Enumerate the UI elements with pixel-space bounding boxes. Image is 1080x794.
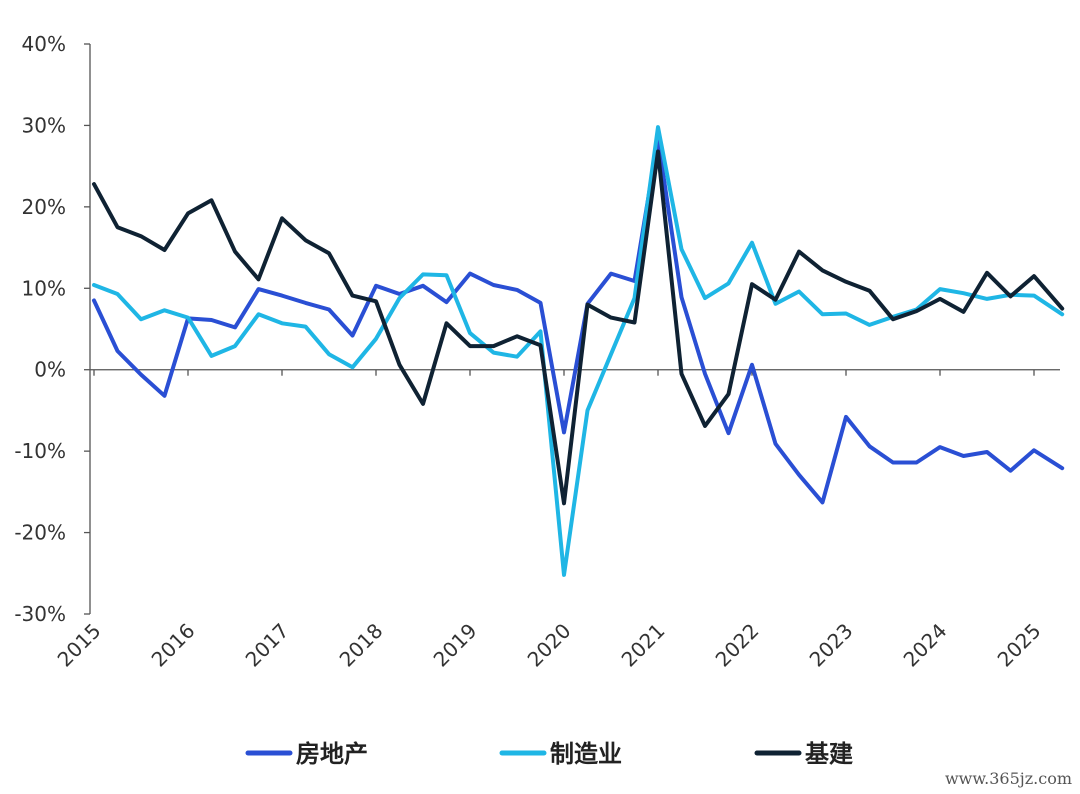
x-tick-label: 2018 bbox=[335, 619, 388, 672]
y-tick-label: 30% bbox=[22, 113, 66, 137]
x-axis: 2015 2016 2017 2018 2019 2020 2021 2022 2023 2024… bbox=[53, 369, 1060, 672]
x-tick-label: 2025 bbox=[993, 619, 1046, 672]
x-tick-label: 2021 bbox=[617, 619, 670, 672]
legend-label: 基建 bbox=[805, 740, 853, 768]
y-tick-label: 0% bbox=[34, 358, 66, 382]
x-tick-label: 2020 bbox=[523, 619, 576, 672]
watermark: www.365jz.com bbox=[944, 769, 1072, 788]
x-tick-label: 2016 bbox=[147, 619, 200, 672]
x-tick-label: 2017 bbox=[241, 619, 294, 672]
y-tick-label: -20% bbox=[14, 521, 66, 545]
x-tick-label: 2015 bbox=[53, 619, 106, 672]
series-layer bbox=[92, 125, 1065, 577]
series-line bbox=[92, 149, 1065, 506]
x-tick-label: 2024 bbox=[899, 619, 952, 672]
y-tick-label: 20% bbox=[22, 195, 66, 219]
y-tick-label: -10% bbox=[14, 439, 66, 463]
x-tick-label: 2019 bbox=[429, 619, 482, 672]
y-tick-label: 40% bbox=[22, 32, 66, 56]
legend-label: 制造业 bbox=[550, 740, 622, 768]
x-tick-label: 2023 bbox=[805, 619, 858, 672]
y-tick-label: 10% bbox=[22, 276, 66, 300]
legend-label: 房地产 bbox=[296, 740, 368, 768]
x-tick-label: 2022 bbox=[711, 619, 764, 672]
legend: 房地产 制造业 基建 bbox=[245, 740, 853, 768]
series-line bbox=[92, 137, 1065, 505]
y-axis: 40% 30% 20% 10% 0% -10% -20% -30% bbox=[14, 32, 91, 626]
y-tick-label: -30% bbox=[14, 602, 66, 626]
series-line bbox=[92, 125, 1065, 577]
